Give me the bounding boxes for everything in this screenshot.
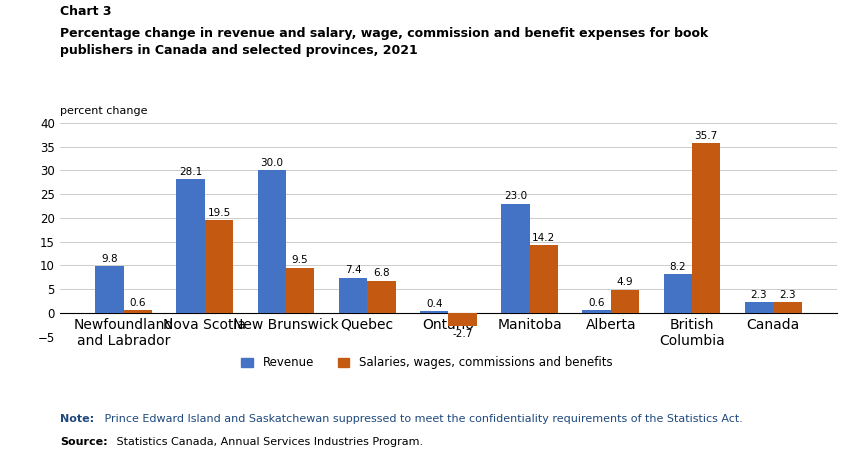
Text: 7.4: 7.4: [345, 265, 361, 275]
Text: Source:: Source:: [60, 437, 107, 447]
Text: -2.7: -2.7: [452, 329, 473, 339]
Text: 8.2: 8.2: [669, 262, 685, 272]
Bar: [367, 281, 395, 313]
Text: 9.5: 9.5: [292, 255, 308, 265]
Bar: [582, 310, 610, 313]
Text: Prince Edward Island and Saskatchewan suppressed to meet the confidentiality req: Prince Edward Island and Saskatchewan su…: [101, 414, 742, 424]
Bar: [691, 143, 720, 313]
Text: 14.2: 14.2: [531, 233, 554, 243]
Bar: [124, 310, 152, 313]
Text: 6.8: 6.8: [373, 268, 389, 278]
Bar: [176, 179, 205, 313]
Bar: [286, 268, 314, 313]
Text: 4.9: 4.9: [616, 277, 633, 287]
Bar: [529, 245, 557, 313]
Text: 9.8: 9.8: [101, 254, 118, 264]
Text: 0.6: 0.6: [588, 298, 604, 308]
Bar: [95, 266, 124, 313]
Text: 0.4: 0.4: [426, 298, 442, 308]
Text: 28.1: 28.1: [178, 167, 202, 177]
Bar: [420, 311, 448, 313]
Text: 2.3: 2.3: [750, 290, 766, 300]
Bar: [772, 302, 801, 313]
Bar: [663, 274, 691, 313]
Text: 19.5: 19.5: [207, 208, 230, 218]
Bar: [339, 278, 367, 313]
Text: 35.7: 35.7: [693, 131, 717, 141]
Text: Percentage change in revenue and salary, wage, commission and benefit expenses f: Percentage change in revenue and salary,…: [60, 27, 707, 57]
Text: Chart 3: Chart 3: [60, 5, 111, 18]
Text: Note:: Note:: [60, 414, 94, 424]
Bar: [258, 170, 286, 313]
Bar: [501, 204, 529, 313]
Text: Statistics Canada, Annual Services Industries Program.: Statistics Canada, Annual Services Indus…: [113, 437, 422, 447]
Legend: Revenue, Salaries, wages, commissions and benefits: Revenue, Salaries, wages, commissions an…: [241, 356, 612, 369]
Bar: [744, 302, 772, 313]
Text: 30.0: 30.0: [260, 158, 283, 168]
Text: 23.0: 23.0: [503, 191, 526, 201]
Text: 0.6: 0.6: [130, 298, 146, 308]
Bar: [205, 220, 233, 313]
Bar: [448, 313, 476, 326]
Text: percent change: percent change: [60, 106, 147, 116]
Text: 2.3: 2.3: [778, 290, 795, 300]
Bar: [610, 290, 638, 313]
